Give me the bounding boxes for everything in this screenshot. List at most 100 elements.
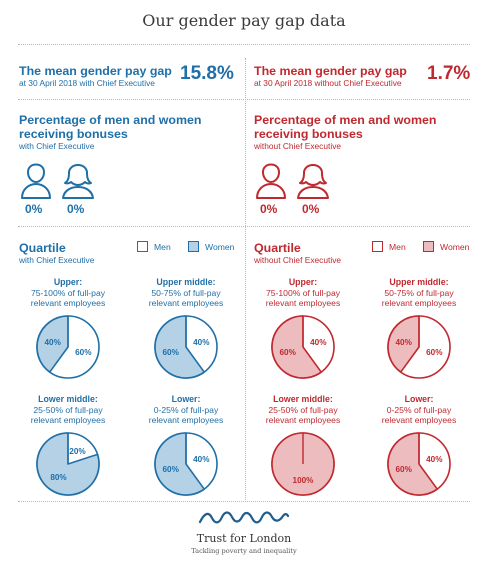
quartile-sub: without Chief Executive (254, 255, 342, 265)
pie-chart-lower-with-ce: 40% 60% (154, 432, 218, 496)
mean-gap-heading: The mean gender pay gap (19, 64, 172, 78)
trust-for-london-wave-logo-icon (198, 511, 290, 524)
bonus-sub: with Chief Executive (19, 141, 95, 151)
quartile-header-without-ce: Quartile without Chief Executive (254, 241, 341, 265)
man-icon (256, 163, 286, 199)
quartile-sub: with Chief Executive (19, 255, 95, 265)
quartile-title: Lower: (171, 394, 201, 404)
quartile-heading: Quartile (254, 241, 301, 255)
bonus-heading-line1: Percentage of men and women (254, 113, 437, 127)
pie-label-women: 40% (395, 338, 412, 347)
pie-label-men: 40% (310, 338, 327, 347)
woman-icon (297, 164, 329, 199)
legend-swatch-men (372, 241, 383, 252)
quartile-label: Lower: 0-25% of full-pay relevant employ… (359, 394, 479, 426)
woman-icon (62, 164, 94, 199)
legend-label-women: Women (205, 242, 235, 252)
bonus-heading-line2: receiving bonuses (19, 127, 128, 141)
pie-label-men: 60% (75, 348, 92, 357)
pie-slice-women (154, 315, 206, 379)
quartile-title: Upper middle: (389, 277, 449, 287)
mean-gap-value-without-ce: 1.7% (427, 63, 471, 84)
legend-swatch-women (188, 241, 199, 252)
pie-chart-upper-middle-with-ce: 40% 60% (154, 315, 218, 379)
pie-label-women: 60% (162, 348, 179, 357)
pie-label-men: 60% (426, 348, 443, 357)
pie-chart-upper-middle-without-ce: 60% 40% (387, 315, 451, 379)
pie-chart-lower-middle-without-ce: 100% (271, 432, 335, 496)
mean-gap-value-with-ce: 15.8% (180, 63, 234, 84)
pie-label-men: 40% (426, 455, 443, 464)
quartile-range: 75-100% of full-pay (30, 287, 106, 298)
pie-label-men: 40% (193, 455, 210, 464)
bonus-without-ce: Percentage of men and women receiving bo… (254, 113, 436, 151)
divider-vertical (245, 58, 246, 500)
people-icons-with-ce (21, 163, 94, 199)
pie-slice-women (36, 315, 69, 373)
quartile-title: Upper: (288, 277, 318, 287)
quartile-range-2: relevant employees (265, 298, 341, 308)
quartile-range: 50-75% of full-pay (151, 287, 221, 298)
mean-gap-with-ce: The mean gender pay gap at 30 April 2018… (19, 64, 172, 88)
pie-slice-women (154, 432, 206, 496)
quartile-range-2: relevant employees (148, 298, 224, 308)
quartile-label: Upper middle: 50-75% of full-pay relevan… (126, 277, 246, 309)
quartile-range-2: relevant employees (265, 415, 341, 425)
bonus-sub: without Chief Executive (254, 141, 342, 151)
mean-gap-without-ce: The mean gender pay gap at 30 April 2018… (254, 64, 407, 88)
quartile-range-2: relevant employees (381, 415, 457, 425)
mean-gap-sub: at 30 April 2018 without Chief Executive (254, 78, 402, 88)
bonus-heading-line2: receiving bonuses (254, 127, 363, 141)
pie-label-women: 80% (50, 473, 67, 482)
legend-label-women: Women (440, 242, 470, 252)
quartile-title: Lower: (404, 394, 434, 404)
pie-slice-women (271, 315, 323, 379)
divider-1 (18, 99, 470, 100)
bonus-heading-line1: Percentage of men and women (19, 113, 202, 127)
divider-top (18, 44, 470, 45)
bonus-with-ce: Percentage of men and women receiving bo… (19, 113, 201, 151)
pie-label-women: 60% (162, 465, 179, 474)
quartile-heading: Quartile (19, 241, 66, 255)
legend-label-men: Men (389, 242, 406, 252)
quartile-range-2: relevant employees (30, 415, 106, 425)
quartile-range-2: relevant employees (381, 298, 457, 308)
quartile-range: 25-50% of full-pay (33, 404, 103, 415)
pie-label-men: 20% (69, 447, 86, 456)
mean-gap-sub: at 30 April 2018 with Chief Executive (19, 78, 155, 88)
bonus-men-value-without-ce: 0% (260, 202, 278, 216)
pie-chart-lower-middle-with-ce: 20% 80% (36, 432, 100, 496)
pie-label-women: 40% (44, 338, 61, 347)
quartile-range: 75-100% of full-pay (265, 287, 341, 298)
pie-label-women: 60% (395, 465, 412, 474)
bonus-women-value-with-ce: 0% (67, 202, 85, 216)
quartile-title: Lower middle: (273, 394, 333, 404)
quartile-title: Upper middle: (156, 277, 216, 287)
quartile-range-2: relevant employees (148, 415, 224, 425)
quartile-header-with-ce: Quartile with Chief Executive (19, 241, 94, 265)
footer-tagline: Tackling poverty and inequality (191, 547, 297, 555)
quartile-label: Lower middle: 25-50% of full-pay relevan… (8, 394, 128, 426)
divider-bottom (18, 501, 470, 502)
pie-label-women: 100% (293, 476, 315, 485)
quartile-range: 50-75% of full-pay (384, 287, 454, 298)
mean-gap-heading: The mean gender pay gap (254, 64, 407, 78)
quartile-title: Lower middle: (38, 394, 98, 404)
pie-label-men: 40% (193, 338, 210, 347)
pie-slice-women (36, 432, 100, 496)
pie-label-women: 60% (279, 348, 296, 357)
quartile-range-2: relevant employees (30, 298, 106, 308)
quartile-range: 25-50% of full-pay (268, 404, 338, 415)
quartile-label: Lower: 0-25% of full-pay relevant employ… (126, 394, 246, 426)
footer-logo-name: Trust for London (196, 532, 292, 545)
bonus-men-value-with-ce: 0% (25, 202, 43, 216)
pie-slice-women (387, 432, 439, 496)
legend-swatch-men (137, 241, 148, 252)
quartile-label: Upper: 75-100% of full-pay relevant empl… (243, 277, 363, 309)
legend-label-men: Men (154, 242, 171, 252)
quartile-range: 0-25% of full-pay (386, 404, 452, 415)
pie-chart-lower-without-ce: 40% 60% (387, 432, 451, 496)
people-icons-without-ce (256, 163, 329, 199)
quartile-range: 0-25% of full-pay (153, 404, 219, 415)
divider-2 (18, 226, 470, 227)
